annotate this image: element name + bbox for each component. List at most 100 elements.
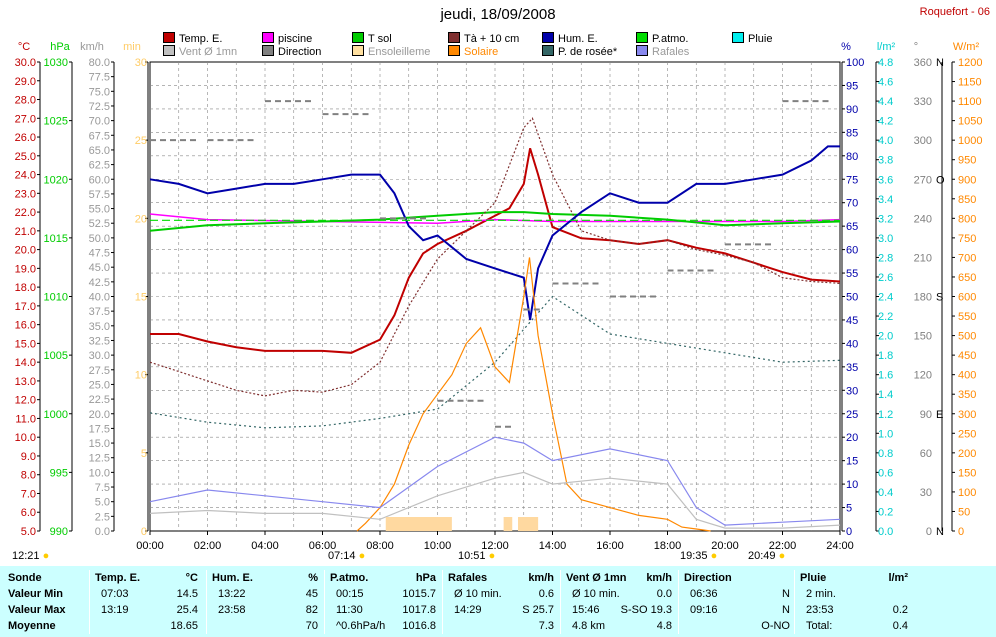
lm2-tick-label: 2.0 (878, 331, 893, 343)
wm2-tick-label: 0 (958, 526, 964, 538)
legend-item: Rafales (636, 45, 689, 58)
wm2-tick-label: 1200 (958, 57, 982, 69)
x-tick-label: 24:00 (826, 540, 854, 552)
table-cell-time: Total: (806, 620, 833, 632)
sun-icon: ● (485, 550, 496, 562)
table-header-unit: % (308, 572, 318, 584)
temp-tick-label: 21.0 (15, 226, 36, 238)
temp-tick-label: 27.0 (15, 113, 36, 125)
deg-dir-label: E (936, 409, 943, 421)
wm2-tick-label: 1100 (958, 96, 982, 108)
table-header-unit: km/h (528, 572, 554, 584)
legend-item: Ensoleilleme (352, 45, 430, 58)
legend-item: Temp. E. (163, 32, 222, 45)
pct-tick-label: 100 (846, 57, 864, 69)
wm2-tick-label: 1000 (958, 135, 982, 147)
table-cell-time: 2 min. (806, 588, 836, 600)
table-header: P.atmo. (330, 572, 369, 584)
kmh-tick-label: 47.5 (89, 248, 110, 260)
hpa-tick-label: 1000 (44, 409, 68, 421)
lm2-tick-label: 3.6 (878, 174, 893, 186)
lm2-tick-label: 1.2 (878, 409, 893, 421)
table-cell-time: ^0.6hPa/h (336, 620, 386, 632)
wm2-tick-label: 1150 (958, 77, 982, 89)
lm2-tick-label: 1.6 (878, 370, 893, 382)
sun-marker: 20:49 ● (748, 550, 785, 562)
kmh-tick-label: 65.0 (89, 145, 110, 157)
legend-item: piscine (262, 32, 312, 45)
pct-tick-label: 50 (846, 292, 858, 304)
deg-tick-label: 180 (914, 292, 932, 304)
table-header: Temp. E. (95, 572, 141, 584)
kmh-tick-label: 17.5 (89, 423, 110, 435)
table-header-unit: hPa (415, 572, 436, 584)
table-cell-value: 14.5 (176, 588, 198, 600)
sun-marker: 12:21 ● (12, 550, 49, 562)
table-row-label: Valeur Max (8, 604, 66, 616)
min-tick-label: 30 (135, 57, 147, 69)
table-column-separator (794, 570, 795, 634)
kmh-tick-label: 35.0 (89, 321, 110, 333)
table-cell-value: 0.0 (656, 588, 672, 600)
temp-tick-label: 28.0 (15, 95, 36, 107)
temp-tick-label: 11.0 (15, 413, 36, 425)
table-cell-time: 23:53 (806, 604, 834, 616)
table-column-separator (206, 570, 207, 634)
kmh-tick-label: 12.5 (89, 453, 110, 465)
series-line-solaire (356, 257, 711, 532)
kmh-tick-label: 72.5 (89, 101, 110, 113)
table-header: Sonde (8, 572, 42, 584)
legend-label: Tà + 10 cm (464, 33, 520, 45)
sun-marker-label: 10:51 (458, 550, 486, 562)
pct-tick-label: 90 (846, 104, 858, 116)
wm2-tick-label: 400 (958, 370, 976, 382)
pct-tick-label: 75 (846, 174, 858, 186)
x-tick-label: 18:00 (654, 540, 682, 552)
wm2-tick-label: 950 (958, 155, 976, 167)
wm2-tick-label: 100 (958, 487, 976, 499)
table-header: Direction (684, 572, 732, 584)
table-cell-value: 7.3 (538, 620, 554, 632)
x-tick-label: 22:00 (769, 540, 797, 552)
wm2-tick-label: 250 (958, 428, 976, 440)
kmh-tick-label: 50.0 (89, 233, 110, 245)
temp-axis-unit: °C (18, 41, 30, 53)
hpa-tick-label: 1010 (44, 292, 68, 304)
temp-tick-label: 8.0 (21, 470, 36, 482)
table-cell-value: S-SO 19.3 (620, 604, 672, 616)
kmh-tick-label: 80.0 (89, 57, 110, 69)
lm2-tick-label: 1.0 (878, 428, 893, 440)
lm2-tick-label: 0.0 (878, 526, 893, 538)
sun-icon: ● (707, 550, 718, 562)
wm2-tick-label: 50 (958, 506, 970, 518)
legend-label: Ensoleilleme (368, 46, 431, 58)
table-row-label: Valeur Min (8, 588, 64, 600)
table-header: Hum. E. (212, 572, 253, 584)
legend-label: Direction (278, 46, 322, 58)
temp-tick-label: 10.0 (15, 432, 36, 444)
table-cell-value: 25.4 (176, 604, 198, 616)
table-cell-value: 45 (305, 588, 318, 600)
table-header: Vent Ø 1mn (566, 572, 627, 584)
table-row-label: Moyenne (8, 620, 56, 632)
table-cell-time: 06:36 (690, 588, 718, 600)
legend-label: P. de rosée* (558, 46, 618, 58)
wm2-tick-label: 300 (958, 409, 976, 421)
sunshine-bar (503, 517, 513, 531)
x-tick-label: 20:00 (711, 540, 739, 552)
hpa-axis-unit: hPa (50, 41, 70, 53)
wm2-tick-label: 650 (958, 272, 976, 284)
table-header: Pluie (800, 572, 827, 584)
table-cell-time: 4.8 km (572, 620, 606, 632)
series-line-p-de-ros-e- (149, 295, 841, 429)
deg-tick-label: 90 (920, 409, 932, 421)
pct-tick-label: 40 (846, 338, 858, 350)
deg-tick-label: 150 (914, 331, 932, 343)
temp-tick-label: 26.0 (15, 132, 36, 144)
lm2-tick-label: 2.8 (878, 252, 893, 264)
temp-tick-label: 5.0 (21, 526, 36, 538)
deg-dir-label: N (936, 526, 944, 538)
sun-icon: ● (39, 550, 50, 562)
deg-tick-label: 330 (914, 96, 932, 108)
deg-tick-label: 270 (914, 174, 932, 186)
